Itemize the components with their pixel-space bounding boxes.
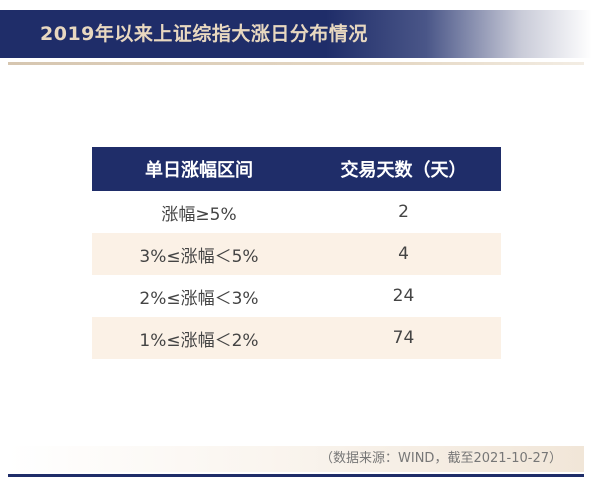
table-row: 涨幅≥5% 2 <box>92 191 501 233</box>
rally-distribution-table: 单日涨幅区间 交易天数（天） 涨幅≥5% 2 3%≤涨幅＜5% 4 2%≤涨幅＜… <box>92 147 501 359</box>
table-row: 3%≤涨幅＜5% 4 <box>92 233 501 275</box>
range-cell: 1%≤涨幅＜2% <box>92 317 306 359</box>
table-row: 1%≤涨幅＜2% 74 <box>92 317 501 359</box>
footer-bar: （数据来源：WIND，截至2021-10-27） <box>8 446 584 472</box>
bottom-divider <box>8 474 584 477</box>
header-days: 交易天数（天） <box>306 147 501 191</box>
source-note: （数据来源：WIND，截至2021-10-27） <box>320 451 562 466</box>
header-range: 单日涨幅区间 <box>92 147 306 191</box>
days-cell: 74 <box>306 317 501 359</box>
table-row: 2%≤涨幅＜3% 24 <box>92 275 501 317</box>
days-cell: 2 <box>398 202 409 222</box>
range-cell: 涨幅≥5% <box>161 204 237 225</box>
days-cell: 24 <box>392 286 415 306</box>
title-underline <box>8 62 584 65</box>
title-banner: 2019年以来上证综指大涨日分布情况 <box>0 10 592 58</box>
range-cell: 3%≤涨幅＜5% <box>92 233 306 275</box>
table-header-row: 单日涨幅区间 交易天数（天） <box>92 147 501 191</box>
range-cell: 2%≤涨幅＜3% <box>139 288 259 309</box>
page-title: 2019年以来上证综指大涨日分布情况 <box>40 23 368 45</box>
days-cell: 4 <box>306 233 501 275</box>
